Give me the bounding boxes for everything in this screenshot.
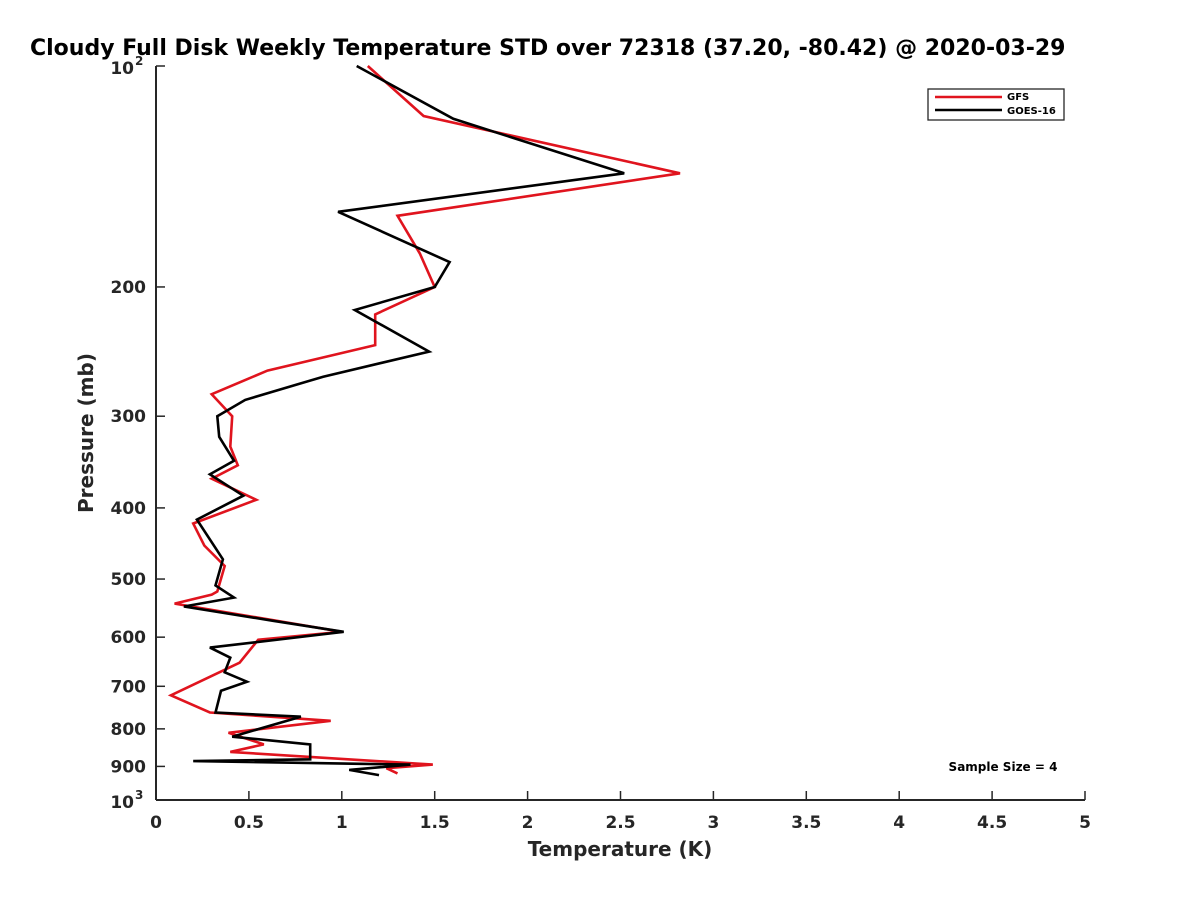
x-tick-label: 1.5	[420, 813, 450, 833]
legend-label-gfs: GFS	[1007, 92, 1029, 103]
legend-box	[927, 88, 1065, 121]
y-tick-label: 10	[110, 793, 134, 813]
y-tick-exponent: 3	[135, 788, 143, 802]
sample-size-annotation: Sample Size = 4	[949, 760, 1058, 774]
series-line-goes-16	[183, 64, 625, 777]
y-axis-label: Pressure (mb)	[74, 353, 98, 513]
x-tick-label: 4.5	[977, 813, 1007, 833]
series-line-gfs	[167, 65, 681, 775]
x-tick-label: 3.5	[791, 813, 821, 833]
series-layer	[167, 64, 681, 777]
x-ticks: 0 0.5 1 1.5 2 2.5 3 3.5 4 4.5 5	[150, 791, 1091, 833]
y-tick-label: 800	[111, 720, 147, 740]
x-tick-label: 2.5	[605, 813, 635, 833]
y-tick-label: 500	[111, 570, 147, 590]
legend: GFS GOES-16	[927, 88, 1065, 121]
chart-title: Cloudy Full Disk Weekly Temperature STD …	[30, 36, 1065, 61]
y-tick-label: 300	[111, 407, 147, 427]
x-tick-label: 1	[336, 813, 348, 833]
x-tick-label: 2	[522, 813, 534, 833]
axes	[155, 66, 1085, 801]
y-tick-label: 700	[111, 677, 147, 697]
y-tick-label: 200	[111, 278, 147, 298]
y-tick-exponent: 2	[135, 54, 143, 68]
y-tick-label: 10	[110, 59, 134, 79]
legend-label-goes-16: GOES-16	[1007, 106, 1056, 117]
x-tick-label: 0.5	[234, 813, 264, 833]
y-tick-label: 900	[111, 757, 147, 777]
x-axis-label: Temperature (K)	[528, 837, 713, 861]
x-tick-label: 5	[1079, 813, 1091, 833]
x-tick-label: 0	[150, 813, 162, 833]
x-tick-label: 3	[707, 813, 719, 833]
x-tick-label: 4	[893, 813, 905, 833]
y-tick-label: 400	[111, 499, 147, 519]
y-tick-label: 600	[111, 628, 147, 648]
